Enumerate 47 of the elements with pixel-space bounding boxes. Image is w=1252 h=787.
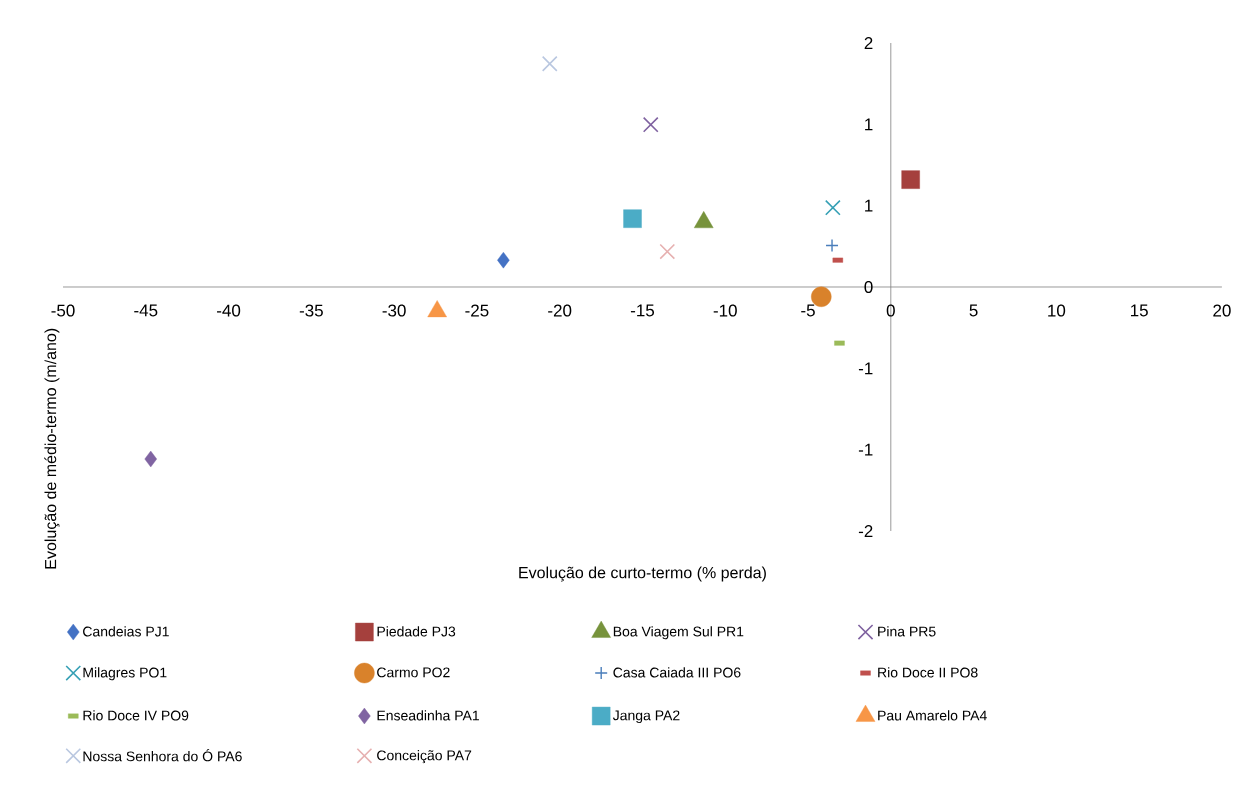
y-tick-label: -1 [858, 362, 873, 375]
legend-label: Janga PA2 [612, 710, 680, 724]
x-tick-label: 10 [1048, 304, 1066, 317]
point [497, 251, 510, 269]
x-tick-label: 0 [886, 304, 895, 317]
point [901, 170, 920, 189]
legend-label: Pina PR5 [878, 626, 936, 637]
legend-label: Rio Doce II PO8 [878, 667, 978, 678]
x-tick-label: 15 [1130, 304, 1148, 317]
legend-label: Boa Viagem Sul PR1 [613, 626, 744, 640]
y-tick-label: 2 [864, 37, 873, 49]
y-tick-label: 1 [865, 118, 873, 131]
y-axis-title: Evolução de médio-termo (m/ano) [44, 328, 60, 569]
x-tick-label: -25 [465, 304, 489, 317]
legend-label: Conceição PA7 [377, 750, 472, 764]
point [144, 450, 157, 468]
legend-label: Enseadinha PA1 [377, 710, 479, 721]
y-tick-label: -2 [858, 525, 873, 537]
point [659, 243, 676, 260]
x-tick-label: -20 [548, 304, 572, 317]
x-tick-label: 5 [969, 304, 978, 317]
legend-label: Carmo PO2 [377, 667, 450, 678]
point [642, 116, 659, 133]
legend-label: Casa Caiada III PO6 [613, 667, 741, 678]
x-tick-label: -5 [801, 304, 815, 317]
point [824, 199, 841, 216]
legend-label: Candeias PJ1 [83, 626, 169, 637]
y-tick-label: 1 [865, 199, 873, 212]
y-tick-label: 0 [864, 280, 873, 294]
x-tick-label: 20 [1213, 304, 1231, 317]
x-tick-label: -15 [630, 304, 655, 317]
x-axis-title: Evolução de curto-termo (% perda) [519, 566, 766, 582]
x-tick-label: -45 [134, 304, 158, 317]
legend-label: Piedade PJ3 [377, 626, 456, 637]
x-tick-label: -35 [299, 304, 323, 317]
x-tick-label: -40 [217, 304, 241, 317]
legend-label: Rio Doce IV PO9 [83, 710, 189, 721]
x-tick-label: -50 [51, 304, 75, 317]
x-tick-label: -10 [713, 304, 737, 317]
point [541, 55, 558, 72]
y-tick-label: -1 [858, 443, 873, 456]
legend-label: Milagres PO1 [83, 667, 167, 681]
legend-label: Nossa Senhora do Ó PA6 [83, 749, 242, 762]
point [825, 238, 839, 253]
point [623, 209, 642, 228]
x-tick-label: -30 [382, 304, 406, 317]
legend-label: Pau Amarelo PA4 [878, 710, 987, 721]
